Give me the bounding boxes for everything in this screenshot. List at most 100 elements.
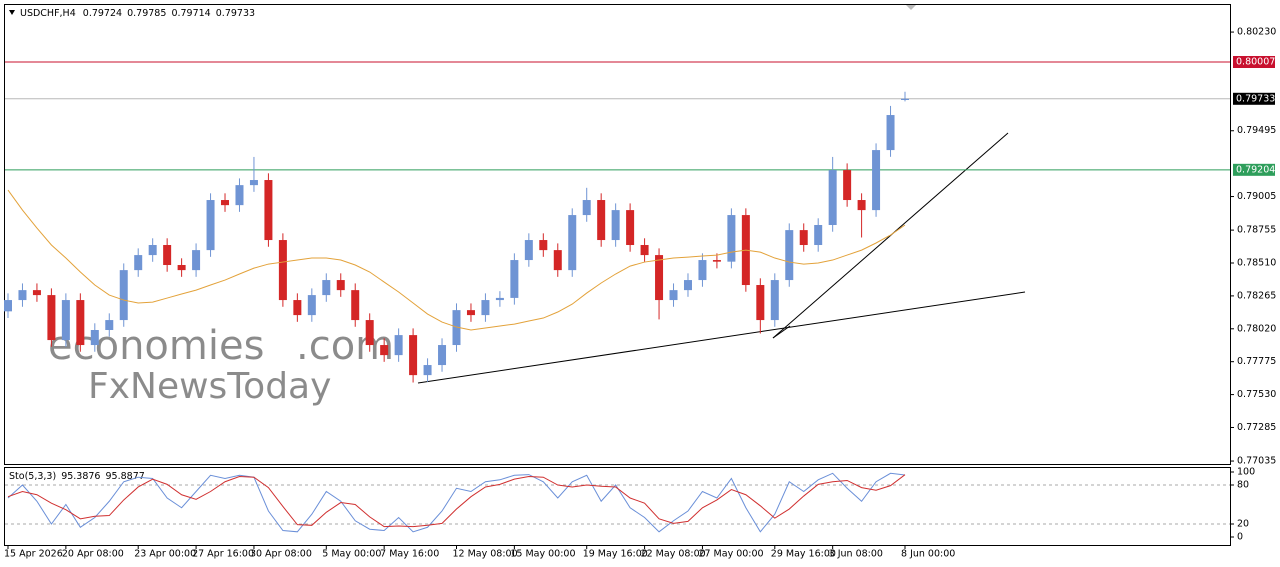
x-tick-label: 22 May 08:00: [641, 549, 706, 560]
last-close: 0.79733: [216, 8, 255, 19]
candle-body: [495, 297, 504, 301]
y-tick-label: 0.77775: [1237, 356, 1276, 367]
candle-body: [264, 180, 273, 241]
candle-body: [886, 115, 895, 151]
candle-body: [539, 240, 548, 251]
y-tick-label: 0.77035: [1237, 456, 1276, 467]
candle-body: [828, 170, 837, 226]
candle-body: [756, 285, 765, 321]
candle-body: [336, 280, 345, 291]
candle-body: [394, 335, 403, 356]
candle-body: [597, 200, 606, 241]
candle-body: [712, 260, 721, 262]
x-tick-label: 27 May 00:00: [698, 549, 763, 560]
candle-body: [785, 230, 794, 281]
trend-line: [417, 291, 1026, 384]
price-panel: [4, 4, 1231, 465]
candle-body: [510, 260, 519, 298]
candle-body: [611, 210, 620, 241]
candle-body: [32, 290, 41, 296]
price-level-label: 0.79733: [1236, 93, 1275, 104]
candle-body: [727, 215, 736, 262]
candle-body: [278, 240, 287, 301]
x-tick-label: 7 May 16:00: [380, 549, 439, 560]
candle-body: [322, 280, 331, 296]
candle-body: [76, 300, 85, 346]
stochastic-header: Sto(5,3,3) 95.3876 95.8877: [9, 471, 145, 482]
price-level-box: [1233, 163, 1275, 176]
last-high: 0.79785: [127, 8, 166, 19]
candle-body: [640, 245, 649, 256]
trend-line: [772, 325, 791, 339]
x-tick-label: 20 Apr 08:00: [62, 549, 124, 560]
candle-body: [626, 210, 635, 246]
candle-body: [148, 245, 157, 256]
candle-body: [119, 270, 128, 321]
y-tick-label: 0.77530: [1237, 389, 1276, 400]
candle-body: [47, 295, 56, 341]
candle-body: [683, 280, 692, 291]
y-tick-label: 0.78755: [1237, 225, 1276, 236]
y-tick-label: 80: [1237, 480, 1249, 491]
candle-body: [380, 345, 389, 356]
candle-body: [655, 255, 664, 301]
candle-body: [770, 280, 779, 321]
k-value: 95.3876: [61, 471, 100, 482]
candle-body: [843, 170, 852, 201]
watermark-suffix: .com: [296, 323, 394, 369]
price-level-label: 0.79204: [1236, 164, 1275, 175]
y-tick-label: 100: [1237, 467, 1255, 478]
x-tick-label: 3 Jun 08:00: [829, 549, 883, 560]
candle-body: [206, 200, 215, 251]
x-tick-label: 12 May 08:00: [453, 549, 518, 560]
last-low: 0.79714: [171, 8, 210, 19]
candle-body: [177, 265, 186, 271]
y-tick-label: 0: [1237, 532, 1243, 543]
candle-body: [901, 98, 909, 101]
x-tick-label: 5 May 00:00: [322, 549, 381, 560]
price-level-label: 0.80007: [1236, 57, 1275, 68]
x-tick-label: 23 Apr 00:00: [134, 549, 196, 560]
stochastic-line: [7, 472, 906, 533]
candle-body: [524, 240, 533, 261]
menu-marker: [9, 10, 15, 15]
candle-body: [192, 250, 201, 271]
x-tick-label: 15 Apr 2026: [4, 549, 63, 560]
x-tick-label: 19 May 16:00: [583, 549, 648, 560]
y-tick-label: 0.77285: [1237, 422, 1276, 433]
y-tick-label: 0.78265: [1237, 290, 1276, 301]
candle-body: [698, 260, 707, 281]
candle-body: [18, 290, 27, 301]
candle-body: [365, 320, 374, 346]
y-tick-label: 0.79005: [1237, 191, 1276, 202]
candle-body: [90, 330, 99, 346]
candle-body: [409, 335, 418, 376]
y-tick-label: 0.79495: [1237, 125, 1276, 136]
candle-body: [872, 150, 881, 211]
candle-body: [221, 200, 230, 206]
x-tick-label: 30 Apr 08:00: [250, 549, 312, 560]
symbol: USDCHF,H4: [20, 8, 76, 19]
y-tick-label: 0.78510: [1237, 258, 1276, 269]
x-tick-label: 29 May 16:00: [771, 549, 836, 560]
candle-body: [163, 245, 172, 266]
candle-body: [235, 185, 244, 206]
x-tick-label: 27 Apr 16:00: [192, 549, 254, 560]
candle-body: [814, 225, 823, 246]
candle-body: [249, 180, 258, 186]
watermark: economies .com FxNewsToday: [48, 323, 394, 407]
candle-body: [351, 290, 360, 321]
candle-body: [4, 300, 12, 312]
candle-body: [307, 295, 316, 316]
candle-body: [105, 320, 114, 331]
candle-body: [553, 250, 562, 271]
last-open: 0.79724: [83, 8, 122, 19]
candle-body: [293, 300, 302, 316]
shift-marker: [906, 5, 916, 10]
y-tick-label: 20: [1237, 519, 1249, 530]
indicator-name: Sto(5,3,3): [9, 471, 56, 482]
y-tick-label: 0.80230: [1237, 27, 1276, 38]
price-level-box: [1233, 56, 1275, 69]
candle-body: [669, 290, 678, 301]
